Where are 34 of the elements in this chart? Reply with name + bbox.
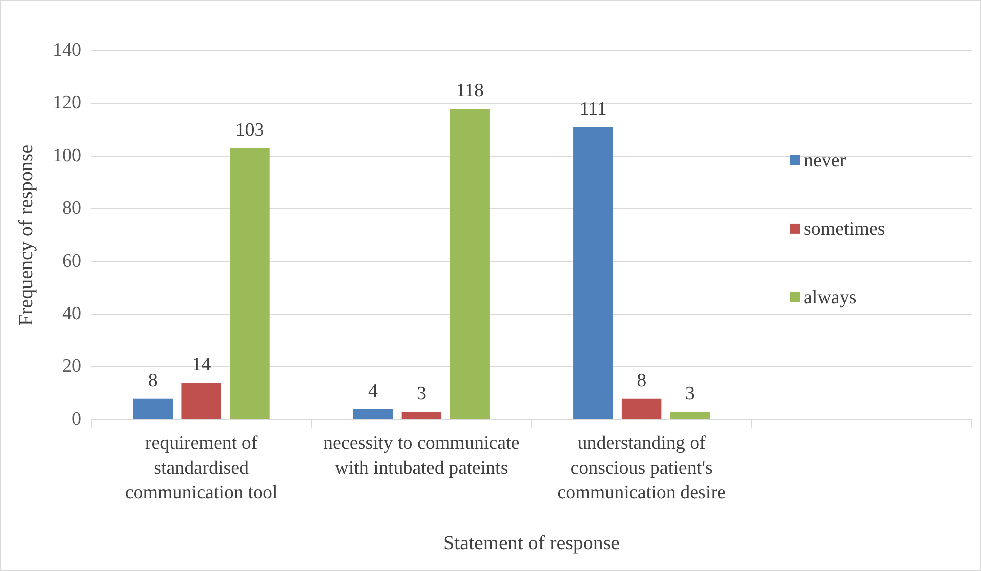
bar (133, 398, 173, 420)
y-tick-label: 20 (62, 356, 82, 378)
bar (574, 127, 614, 420)
data-label: 103 (236, 120, 264, 141)
y-tick-label: 120 (53, 92, 82, 114)
bar (182, 383, 222, 420)
x-axis-title: Statement of response (443, 532, 620, 554)
x-tick-label: necessity to communicate with intubated pateints (324, 433, 520, 479)
x-tick-label: requirement of standardised communication tool (125, 433, 278, 504)
y-tick-label: 80 (62, 198, 82, 220)
data-label: 3 (416, 383, 426, 404)
data-label: 118 (456, 80, 484, 102)
bar (450, 108, 490, 420)
data-label: 8 (148, 370, 158, 392)
y-tick-label: 0 (72, 408, 82, 430)
legend-label: always (804, 287, 857, 308)
y-axis-title: Frequency of response (15, 144, 38, 326)
x-tick-label: understanding of conscious patient's communication desire (558, 433, 726, 504)
data-label: 8 (637, 370, 647, 392)
bar (230, 148, 270, 420)
legend-label: sometimes (804, 218, 886, 240)
data-label: 111 (580, 98, 607, 120)
bar (402, 412, 442, 420)
bar (670, 412, 710, 420)
bar (622, 398, 662, 420)
y-tick-label: 100 (53, 145, 82, 166)
legend-label: never (804, 150, 847, 172)
data-label: 3 (685, 383, 695, 404)
y-tick-label: 140 (53, 40, 82, 61)
y-tick-label: 40 (62, 303, 82, 324)
data-label: 4 (368, 380, 379, 402)
bar (353, 409, 394, 420)
y-tick-label: 60 (62, 250, 82, 272)
data-label: 14 (192, 354, 212, 376)
